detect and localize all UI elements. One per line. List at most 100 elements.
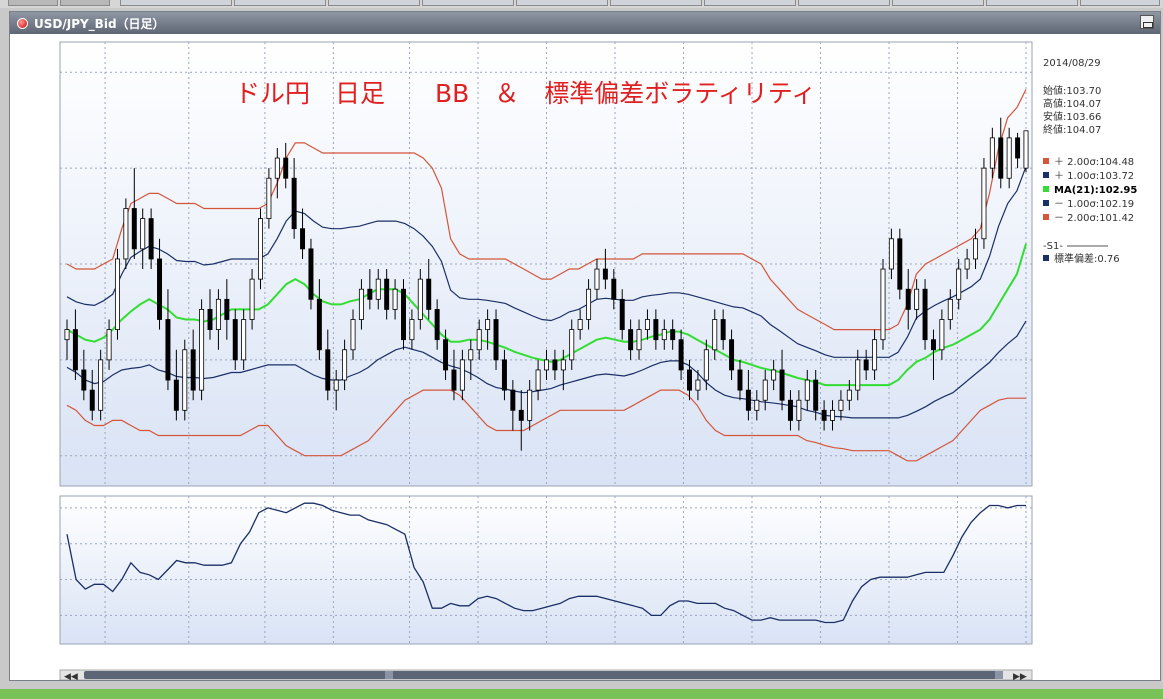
legend-entry: MA(21):102.95 [1054, 185, 1137, 196]
toolbar-tab[interactable] [516, 0, 608, 6]
candle-up [257, 218, 263, 280]
candle-up [939, 319, 945, 351]
candle-up [644, 319, 650, 330]
chart-canvas: ドル円 日足 BB ＆ 標準偏差ボラティリティ 2014/08/29 始値:10… [59, 41, 1137, 680]
candle-up [182, 349, 188, 411]
candle-down [729, 339, 735, 371]
candle-up [636, 329, 642, 351]
toolbar-tab[interactable] [120, 0, 232, 6]
toolbar-tab[interactable] [798, 0, 890, 6]
candle-down [628, 329, 634, 351]
candle-up [855, 359, 861, 391]
candle-up [577, 319, 583, 330]
candle-down [451, 369, 457, 391]
lower-1sigma-band [66, 320, 1027, 419]
top-tab-strip [0, 0, 1163, 8]
candle-up [914, 288, 920, 310]
ohlc-readout-row: 始値:103.70 [1043, 84, 1101, 97]
candle-up [796, 399, 802, 421]
toolbar-tab[interactable] [704, 0, 796, 6]
legend-label: ＋ 1.00σ [1054, 171, 1096, 182]
candle-up [358, 288, 364, 320]
toolbar-tab[interactable] [610, 0, 702, 6]
legend-swatch [1043, 200, 1049, 206]
ohlc-value: 103.70 [1066, 86, 1101, 97]
candle-up [199, 309, 205, 391]
candle-up [661, 329, 667, 341]
candle-down [813, 379, 819, 411]
toolbar-tab[interactable] [422, 0, 514, 6]
candle-up [956, 268, 962, 300]
scroll-left-icon[interactable]: ◀◀ [64, 672, 78, 680]
candle-up [560, 359, 566, 371]
legend-swatch [1043, 172, 1049, 178]
scroll-right-icon[interactable]: ▶▶ [1013, 672, 1027, 680]
indicator-legend: ＋ 2.00σ:104.48 ＋ 1.00σ:103.72 MA(21):102.9… [1043, 157, 1137, 224]
toolbar-tab[interactable] [60, 0, 110, 6]
toolbar-tab[interactable] [986, 0, 1078, 6]
stddev-line [66, 502, 1026, 624]
candle-up [266, 177, 272, 219]
candle-up [350, 319, 356, 351]
candle-up [981, 167, 987, 240]
chart-title: ドル円 日足 BB ＆ 標準偏差ボラティリティ [235, 79, 816, 108]
stddev-legend-swatch [1043, 255, 1049, 261]
legend-entry: － 1.00σ:102.19 [1054, 199, 1134, 210]
candle-up [846, 389, 852, 401]
candle-up [1006, 137, 1012, 179]
legend-entry: ＋ 2.00σ:104.48 [1054, 157, 1134, 168]
ohlc-label: 高値 [1043, 97, 1063, 110]
legend-value: 103.72 [1099, 171, 1134, 182]
candle-up [527, 389, 533, 421]
toolbar-tab[interactable] [328, 0, 420, 6]
window-titlebar[interactable]: USD/JPY_Bid（日足） [10, 12, 1160, 34]
candle-up [712, 319, 718, 351]
candle-down [720, 319, 726, 341]
candle-up [468, 349, 474, 361]
volatility-plot-area [59, 495, 1033, 645]
candle-down [207, 309, 213, 330]
candle-down [493, 319, 499, 361]
status-bar [0, 689, 1163, 699]
candle-down [426, 278, 432, 310]
toolbar-tab[interactable] [8, 0, 58, 6]
candle-up [695, 379, 701, 391]
candle-up [333, 379, 339, 391]
candle-down [81, 369, 87, 391]
candle-up [964, 258, 970, 270]
candle-up [392, 288, 398, 310]
candle-up [140, 218, 146, 250]
toolbar-tab[interactable] [1080, 0, 1160, 6]
ohlc-value: 103.66 [1066, 112, 1101, 123]
candle-down [602, 268, 608, 280]
candle-up [569, 329, 575, 361]
toolbar-tab[interactable] [892, 0, 984, 6]
candle-up [459, 359, 465, 391]
candle-up [123, 208, 129, 260]
candle-down [232, 319, 238, 361]
candle-down [308, 248, 314, 300]
candle-down [905, 288, 911, 310]
candle-down [148, 218, 154, 260]
candle-up [762, 379, 768, 401]
time-scrollbar[interactable]: ◀◀ ▶▶ [59, 669, 1033, 680]
toolbar-tab[interactable] [234, 0, 326, 6]
candle-down [224, 298, 230, 320]
legend-value: 104.48 [1099, 157, 1134, 168]
candle-up [838, 399, 844, 411]
legend-swatch [1043, 214, 1049, 220]
restore-window-icon[interactable] [1140, 15, 1154, 29]
candle-down [737, 369, 743, 391]
candle-up [880, 268, 886, 341]
lower-2sigma-band [66, 389, 1026, 462]
candle-down [291, 177, 297, 230]
ohlc-readout-row: 高値:104.07 [1043, 97, 1101, 110]
ohlc-value: 104.07 [1066, 125, 1101, 136]
candle-down [745, 389, 751, 411]
candle-up [586, 288, 592, 320]
scrollbar-thumb[interactable] [84, 671, 1002, 679]
candle-down [779, 369, 785, 401]
candle-down [1015, 137, 1021, 159]
candle-up [830, 409, 836, 421]
